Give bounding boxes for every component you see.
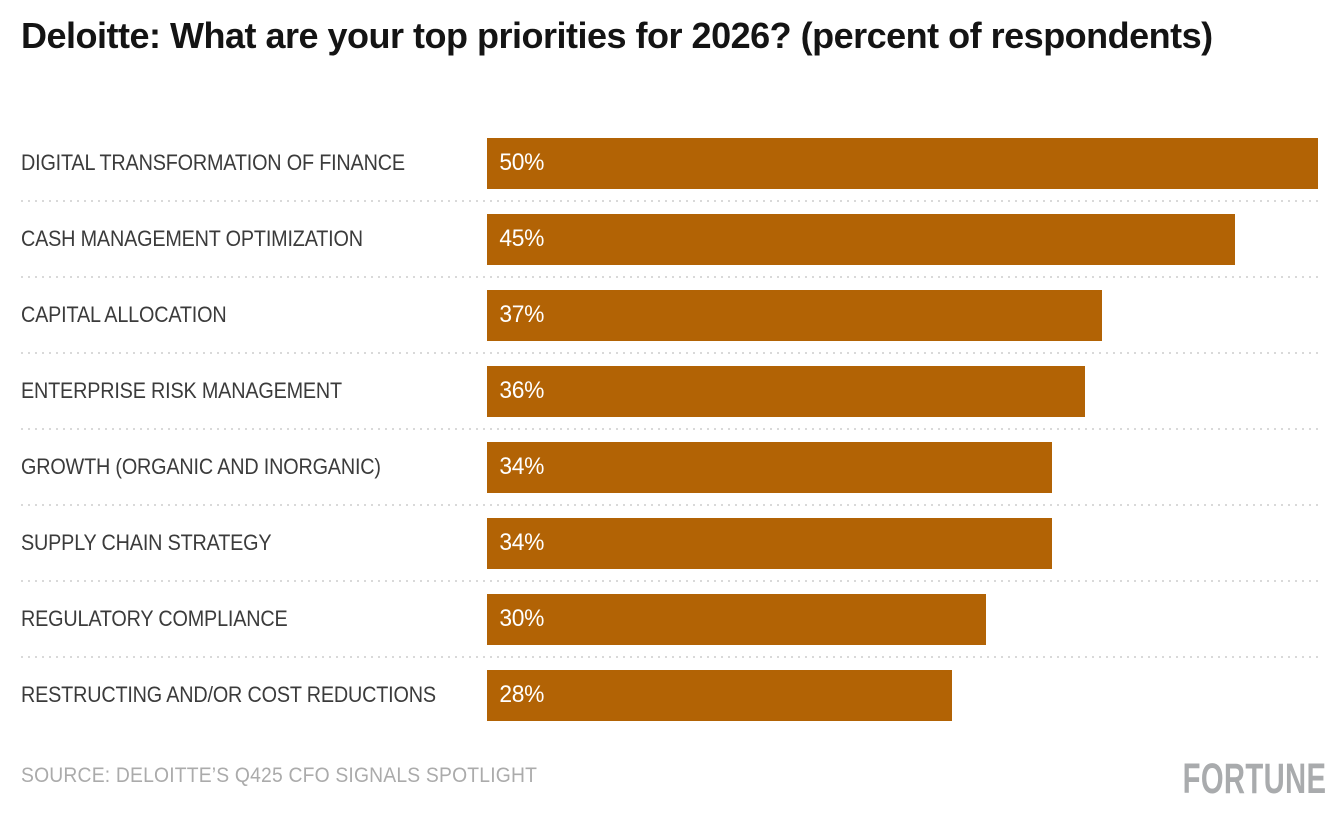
- bar-chart: DIGITAL TRANSFORMATION OF FINANCE 50% CA…: [21, 125, 1318, 733]
- chart-row: CASH MANAGEMENT OPTIMIZATION 45%: [21, 201, 1318, 278]
- chart-row: DIGITAL TRANSFORMATION OF FINANCE 50%: [21, 125, 1318, 202]
- bar: 30%: [487, 593, 986, 645]
- chart-row: SUPPLY CHAIN STRATEGY 34%: [21, 505, 1318, 582]
- category-label: ENTERPRISE RISK MANAGEMENT: [21, 378, 342, 403]
- bar: 34%: [487, 441, 1053, 493]
- bar: 34%: [487, 517, 1053, 569]
- bar-value-label: 28%: [499, 681, 545, 708]
- bar-value-label: 50%: [499, 149, 545, 176]
- bar-track: 34%: [487, 517, 1318, 569]
- bar-value-label: 34%: [499, 453, 545, 480]
- bar-track: 28%: [487, 669, 1318, 721]
- category-label: GROWTH (ORGANIC AND INORGANIC): [21, 454, 381, 479]
- category-label: DIGITAL TRANSFORMATION OF FINANCE: [21, 150, 405, 175]
- bar: 36%: [487, 365, 1086, 417]
- page-title: Deloitte: What are your top priorities f…: [21, 15, 1213, 56]
- category-label: RESTRUCTING AND/OR COST REDUCTIONS: [21, 682, 436, 707]
- bar: 28%: [487, 669, 953, 721]
- bar-value-label: 34%: [499, 529, 545, 556]
- chart-row: RESTRUCTING AND/OR COST REDUCTIONS 28%: [21, 657, 1318, 733]
- fortune-logo: FORTUNE: [1182, 755, 1326, 803]
- category-label: CAPITAL ALLOCATION: [21, 302, 227, 327]
- bar-value-label: 36%: [499, 377, 545, 404]
- bar: 37%: [487, 289, 1102, 341]
- bar: 50%: [487, 137, 1318, 189]
- bar-value-label: 30%: [499, 605, 545, 632]
- bar-track: 30%: [487, 593, 1318, 645]
- bar-track: 50%: [487, 137, 1318, 189]
- source-credit: SOURCE: DELOITTE’S Q425 CFO SIGNALS SPOT…: [21, 764, 538, 787]
- chart-row: GROWTH (ORGANIC AND INORGANIC) 34%: [21, 429, 1318, 506]
- chart-row: REGULATORY COMPLIANCE 30%: [21, 581, 1318, 658]
- bar: 45%: [487, 213, 1235, 265]
- chart-row: ENTERPRISE RISK MANAGEMENT 36%: [21, 353, 1318, 430]
- chart-row: CAPITAL ALLOCATION 37%: [21, 277, 1318, 354]
- category-label: SUPPLY CHAIN STRATEGY: [21, 530, 272, 555]
- category-label: REGULATORY COMPLIANCE: [21, 606, 288, 631]
- bar-value-label: 37%: [499, 301, 545, 328]
- bar-value-label: 45%: [499, 225, 545, 252]
- category-label: CASH MANAGEMENT OPTIMIZATION: [21, 226, 363, 251]
- bar-track: 37%: [487, 289, 1318, 341]
- bar-track: 34%: [487, 441, 1318, 493]
- bar-track: 36%: [487, 365, 1318, 417]
- bar-track: 45%: [487, 213, 1318, 265]
